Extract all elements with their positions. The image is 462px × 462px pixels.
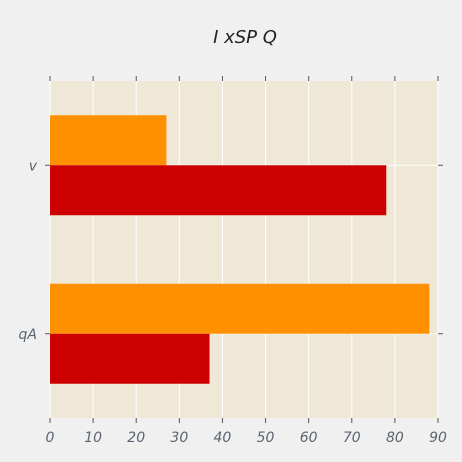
x-tick-label: 90 — [429, 430, 447, 446]
bar — [50, 165, 387, 216]
x-tick-label: 0 — [46, 430, 55, 446]
chart-title: I xSP Q — [213, 27, 277, 48]
x-tick-label: 10 — [84, 430, 102, 446]
y-category-label: v — [29, 158, 38, 174]
bar — [50, 283, 430, 334]
x-tick-label: 40 — [214, 430, 232, 446]
y-category-label: qA — [19, 327, 37, 343]
bar — [50, 333, 210, 384]
bar — [50, 115, 167, 166]
bars — [50, 115, 430, 384]
x-tick-label: 70 — [343, 430, 361, 446]
x-tick-label: 20 — [127, 430, 145, 446]
x-tick-label: 60 — [300, 430, 318, 446]
x-tick-label: 80 — [386, 430, 404, 446]
x-tick-label: 50 — [257, 430, 275, 446]
x-tick-label: 30 — [170, 430, 188, 446]
axes: 0 10 20 30 40 50 60 70 80 90 v qA — [19, 76, 447, 446]
